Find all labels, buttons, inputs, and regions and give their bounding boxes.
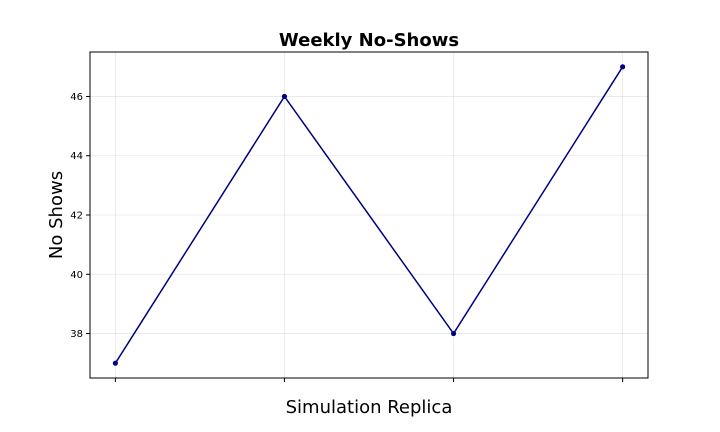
data-point <box>281 93 288 100</box>
y-tick-label: 42 <box>70 211 83 222</box>
axis-ticks: 38 40 42 44 46 <box>70 92 624 382</box>
data-point <box>112 360 118 366</box>
x-axis-label: Simulation Replica <box>286 397 453 418</box>
y-tick-label: 44 <box>70 151 83 162</box>
y-tick-label: 38 <box>70 329 83 340</box>
data-point <box>450 330 457 337</box>
series-layer <box>112 64 626 366</box>
y-tick-label: 40 <box>70 270 83 281</box>
series-line <box>114 66 624 364</box>
chart-title: Weekly No-Shows <box>279 30 459 51</box>
data-point <box>620 64 626 70</box>
y-axis-label: No Shows <box>46 171 67 259</box>
y-tick-label: 46 <box>70 92 83 103</box>
